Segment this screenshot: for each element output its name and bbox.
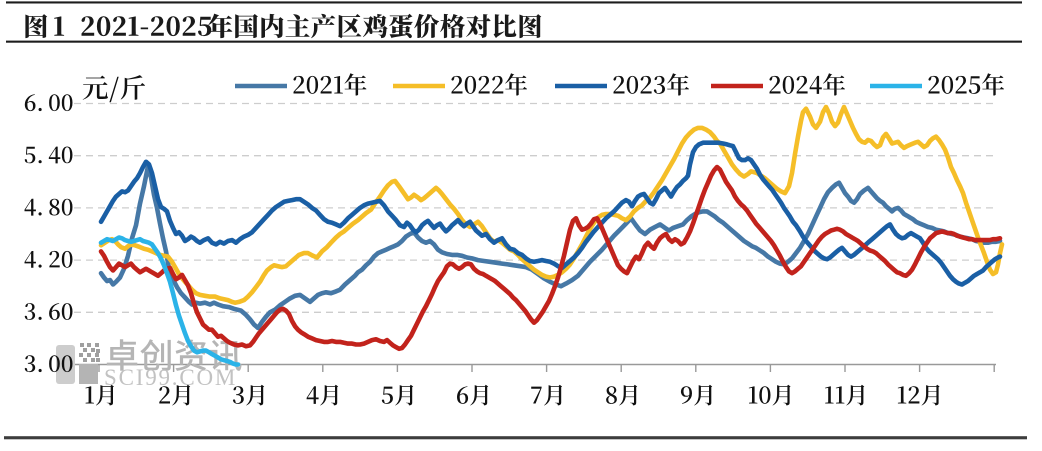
svg-text:SCI99.COM: SCI99.COM: [104, 365, 237, 390]
